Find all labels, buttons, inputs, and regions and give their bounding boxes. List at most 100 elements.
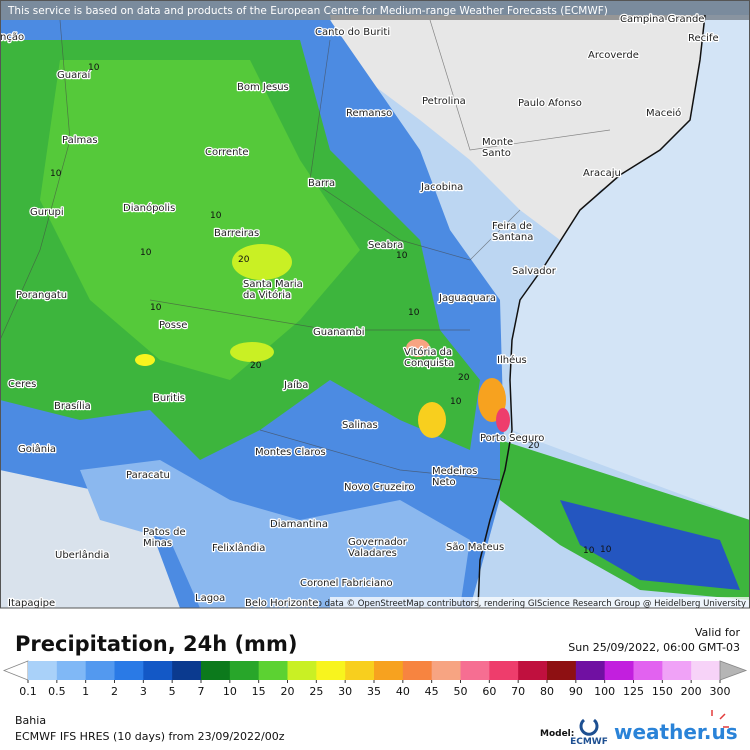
attribution-bg xyxy=(330,597,750,608)
color-bin xyxy=(547,661,577,680)
place-label: Governador Valadares xyxy=(348,537,408,559)
dry-land xyxy=(330,15,750,240)
contour-label: 10 xyxy=(408,308,420,318)
tick-label: 60 xyxy=(482,685,496,698)
place-label: Medeiros Neto xyxy=(432,466,477,488)
color-bin xyxy=(691,661,721,680)
valid-time: Sun 25/09/2022, 06:00 GMT-03 xyxy=(568,641,740,654)
tick-label: 35 xyxy=(367,685,381,698)
place-label: Monte Santo xyxy=(482,137,513,159)
color-bin xyxy=(402,661,433,680)
tick-label: 40 xyxy=(396,685,410,698)
rain-area xyxy=(80,460,470,608)
attribution: This service is based on data and produc… xyxy=(7,5,608,17)
tick-label: 20 xyxy=(281,685,295,698)
place-label: Santa Maria da Vitória xyxy=(243,279,303,301)
rain-core xyxy=(135,354,155,366)
place-label: Campina Grande xyxy=(620,14,704,25)
color-bin xyxy=(575,661,606,680)
tick-label: 2 xyxy=(111,685,118,698)
place-label: Brasília xyxy=(54,400,91,412)
place-label: Maceió xyxy=(646,107,681,119)
color-bin xyxy=(633,661,663,680)
tick-label: 15 xyxy=(252,685,266,698)
rain-core xyxy=(406,339,430,357)
brand-sun xyxy=(711,710,729,728)
place-label: Porto Seguro xyxy=(480,433,544,444)
contour-label: 10 xyxy=(396,251,408,261)
place-label: Coronel Fabriciano xyxy=(300,578,393,589)
attribution: Map data © OpenStreetMap contributors, r… xyxy=(304,599,746,609)
tick-label: 25 xyxy=(309,685,323,698)
contour-label: 10 xyxy=(450,397,462,407)
place-label: Belo Horizonte xyxy=(245,598,318,609)
color-bin xyxy=(604,661,634,680)
contour-label: 20 xyxy=(250,361,262,371)
place-label: Montes Claros xyxy=(255,447,326,458)
place-label: nção xyxy=(0,32,24,43)
coastline xyxy=(477,14,706,609)
legend-title: Precipitation, 24h (mm) xyxy=(15,632,297,656)
rain-core xyxy=(232,244,292,280)
color-bin xyxy=(489,661,519,680)
place-label: Dianópolis xyxy=(123,202,175,214)
region: Bahia xyxy=(15,714,46,727)
tick-label: 150 xyxy=(652,685,673,698)
tick-label: 300 xyxy=(710,685,731,698)
rain-core xyxy=(230,342,274,362)
place-label: Ilhéus xyxy=(497,354,527,366)
sea xyxy=(510,15,750,520)
place-label: Petrolina xyxy=(422,96,466,107)
border xyxy=(0,19,611,481)
contour-label: 20 xyxy=(458,373,470,383)
rain-area xyxy=(40,60,360,380)
place-label: Palmas xyxy=(62,135,98,146)
place-label: Salvador xyxy=(512,266,557,277)
place-label: Jaguaquara xyxy=(438,293,496,304)
contour-label: 20 xyxy=(238,255,250,265)
valid-label: Valid for xyxy=(695,626,741,639)
contour-label: 10 xyxy=(50,169,62,179)
place-label: Feira de Santana xyxy=(492,221,533,243)
tick-label: 0.1 xyxy=(19,685,37,698)
place-label: Paracatu xyxy=(126,470,170,481)
tick-label: 3 xyxy=(140,685,147,698)
contour-label: 10 xyxy=(140,248,152,258)
color-bin xyxy=(287,661,317,680)
tick-label: 80 xyxy=(540,685,554,698)
place-label: Diamantina xyxy=(270,519,328,530)
color-bin xyxy=(431,661,461,680)
place-label: Jacobina xyxy=(420,182,463,193)
model-run: ECMWF IFS HRES (10 days) from 23/09/2022… xyxy=(15,730,285,743)
map: This service is based on data and produc… xyxy=(0,0,750,610)
contour-label: 20 xyxy=(528,441,540,451)
color-bin xyxy=(662,661,692,680)
ecmwf-logo xyxy=(579,718,599,736)
tick-label: 90 xyxy=(569,685,583,698)
tick-label: 30 xyxy=(338,685,352,698)
tick-label: 70 xyxy=(511,685,525,698)
contour-label: 10 xyxy=(210,211,222,221)
color-bin xyxy=(172,661,202,680)
place-label: Guanambi xyxy=(313,327,365,338)
contour-label: 10 xyxy=(88,63,100,73)
place-label: Uberlândia xyxy=(55,549,109,561)
color-bin xyxy=(229,661,260,680)
model-label: Model: xyxy=(540,729,574,739)
place-label: Ceres xyxy=(8,379,36,390)
color-bin xyxy=(374,661,404,680)
rain-area xyxy=(560,500,740,590)
place-label: Aracaju xyxy=(583,168,621,179)
place-label: Posse xyxy=(159,320,187,331)
place-label: Recife xyxy=(688,33,719,44)
brand: weather.us xyxy=(614,720,738,744)
color-bin xyxy=(114,661,144,680)
place-label: Guaraí xyxy=(57,69,91,81)
contour-label: 10 xyxy=(150,303,162,313)
place-label: Corrente xyxy=(205,147,249,158)
contour-label: 10 xyxy=(583,546,595,556)
rain-core xyxy=(496,408,510,432)
tick-label: 5 xyxy=(169,685,176,698)
place-label: Vitória da Conquista xyxy=(404,346,454,369)
tick-label: 100 xyxy=(594,685,615,698)
